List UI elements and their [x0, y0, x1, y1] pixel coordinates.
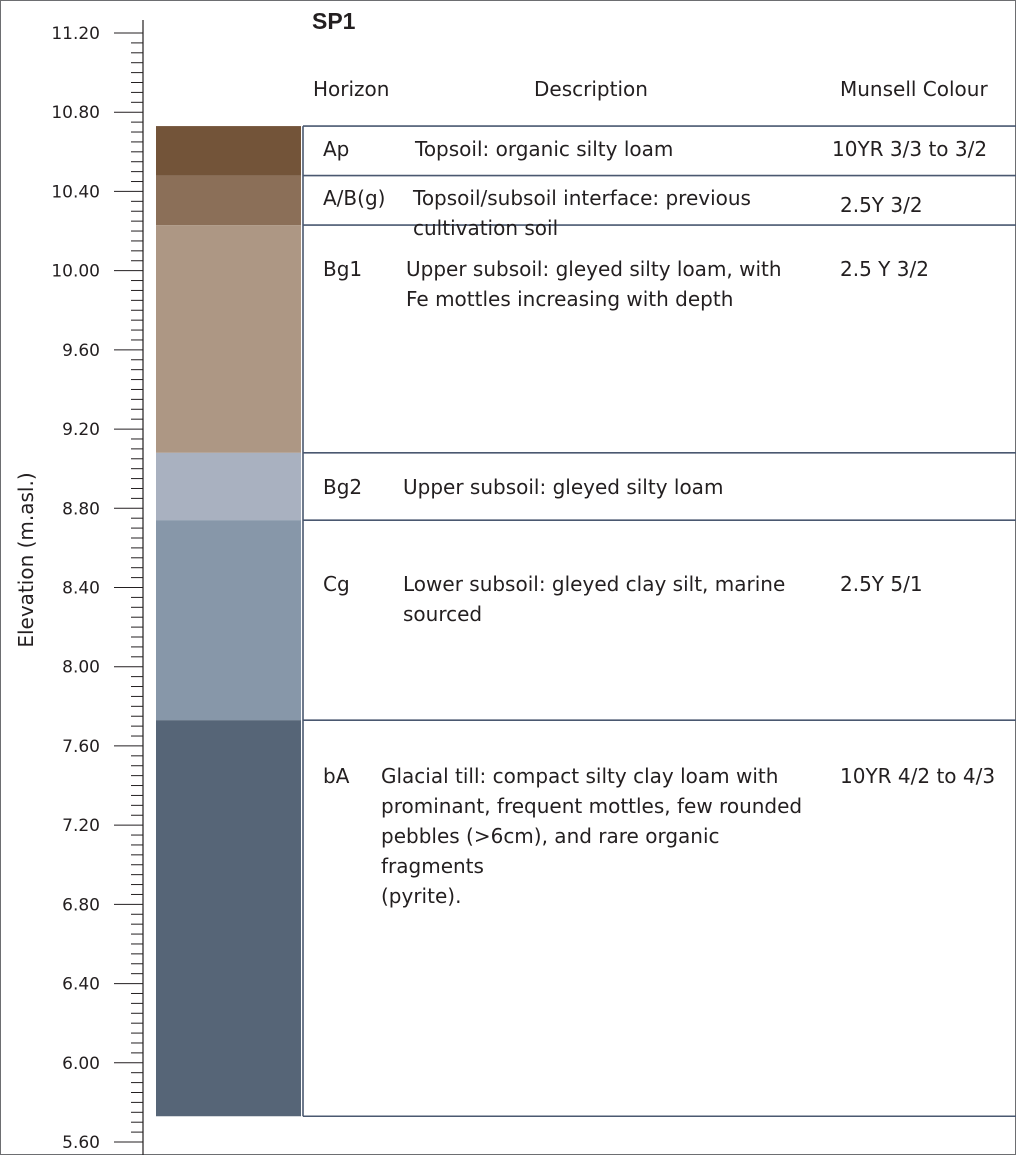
horizon-dividers	[302, 125, 1016, 1118]
horizon-description: Topsoil/subsoil interface: previous culti…	[413, 183, 853, 243]
soil-layer-bg1	[156, 225, 301, 453]
description-line: (pyrite).	[381, 884, 462, 909]
horizon-description: Upper subsoil: gleyed silty loam, with Fe…	[406, 254, 846, 314]
soil-layer-ba	[156, 720, 301, 1117]
tick-label: 10.40	[51, 182, 100, 202]
header-description: Description	[534, 77, 648, 101]
description-line: Fe mottles increasing with depth	[406, 287, 734, 312]
description-line: Upper subsoil: gleyed silty loam, with	[406, 257, 782, 282]
tick-label: 8.40	[62, 579, 100, 599]
description-line: Topsoil/subsoil interface: previous	[413, 185, 751, 210]
description-line: cultivation soil	[413, 215, 559, 240]
description-line: Topsoil: organic silty loam	[415, 137, 674, 162]
munsell-colour: 10YR 3/3 to 3/2	[832, 137, 988, 162]
description-line: Upper subsoil: gleyed silty loam	[403, 474, 724, 499]
tick-label: 10.80	[51, 103, 100, 123]
tick-label: 8.00	[62, 658, 100, 678]
horizon-code: A/B(g)	[323, 185, 386, 210]
munsell-colour: 2.5Y 5/1	[840, 572, 923, 597]
tick-label: 6.00	[62, 1054, 100, 1074]
tick-label: 8.80	[62, 499, 100, 519]
tick-label: 9.20	[62, 420, 100, 440]
tick-label: 5.60	[62, 1133, 100, 1153]
soil-layer-a-b-g-	[156, 175, 301, 226]
horizon-code: Ap	[323, 137, 350, 162]
tick-label: 9.60	[62, 341, 100, 361]
munsell-colour: 10YR 4/2 to 4/3	[840, 764, 996, 789]
munsell-colour: 2.5Y 3/2	[840, 192, 923, 217]
horizon-code: bA	[323, 764, 350, 789]
tick-label: 10.00	[51, 262, 100, 282]
elevation-axis: 11.20 10.80 10.40 10.00 9.60 9.20 8.80 8.40 8.00…	[51, 20, 144, 1155]
tick-label: 7.20	[62, 816, 100, 836]
horizon-code: Bg2	[323, 474, 363, 499]
profile-title: SP1	[312, 8, 356, 34]
tick-label: 11.20	[51, 24, 100, 44]
description-line: pebbles (>6cm), and rare organic fragmen…	[381, 824, 720, 879]
horizon-description: Topsoil: organic silty loam	[415, 134, 855, 164]
munsell-colour: 2.5 Y 3/2	[840, 257, 929, 282]
soil-layer-cg	[156, 520, 301, 721]
header-horizon: Horizon	[313, 77, 390, 101]
description-line: Glacial till: compact silty clay loam wi…	[381, 764, 779, 789]
tick-label: 7.60	[62, 737, 100, 757]
tick-label: 6.40	[62, 975, 100, 995]
horizon-description: Glacial till: compact silty clay loam wi…	[381, 761, 821, 911]
horizon-code: Bg1	[323, 257, 363, 282]
soil-column	[156, 126, 301, 1117]
header-munsell-colour: Munsell Colour	[840, 77, 988, 101]
tick-label: 6.80	[62, 895, 100, 915]
horizon-code: Cg	[323, 572, 350, 597]
horizon-description: Upper subsoil: gleyed silty loam	[403, 472, 843, 502]
description-line: sourced	[403, 602, 483, 627]
horizon-description: Lower subsoil: gleyed clay silt, marine s…	[403, 569, 843, 629]
soil-layer-bg2	[156, 452, 301, 521]
description-line: prominant, frequent mottles, few rounded	[381, 794, 803, 819]
soil-layer-ap	[156, 126, 301, 176]
y-axis-label: Elevation (m.asl.)	[14, 472, 38, 648]
description-line: Lower subsoil: gleyed clay silt, marine	[403, 572, 786, 597]
